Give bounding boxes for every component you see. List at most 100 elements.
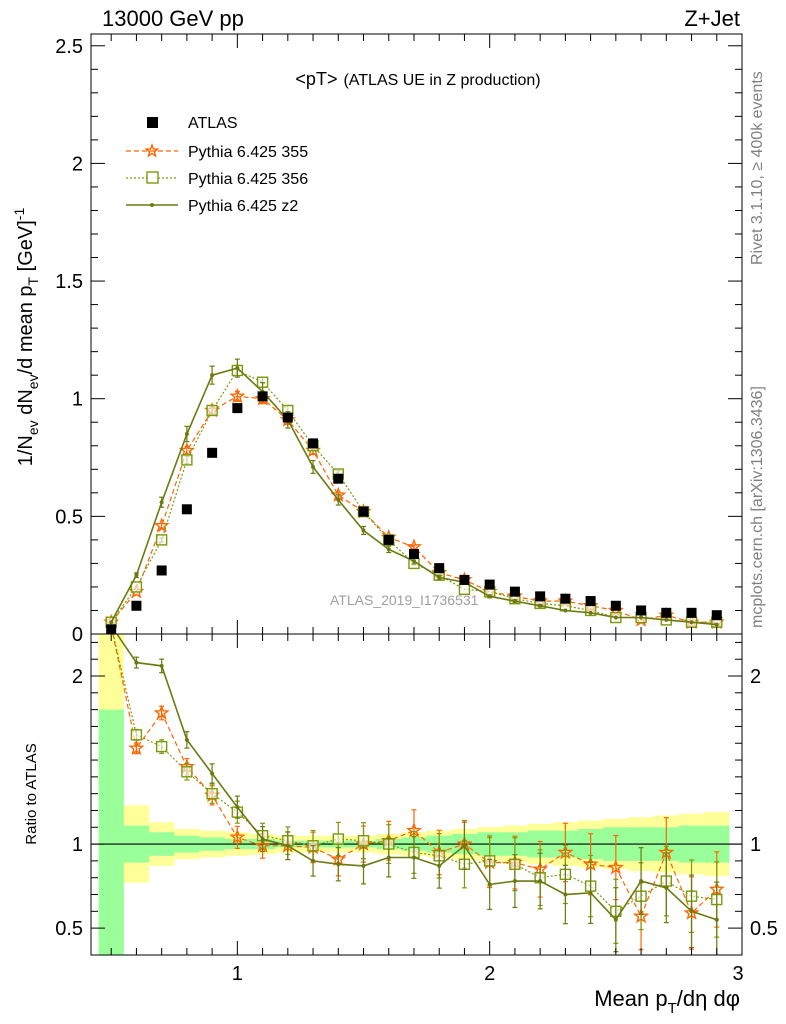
main-series-3-point bbox=[361, 528, 366, 533]
atlas-data-point bbox=[686, 607, 697, 618]
main-y-tick-label: 0 bbox=[72, 624, 83, 646]
ratio-series-2-point bbox=[538, 879, 543, 884]
plot-title: <pT> (ATLAS UE in Z production) bbox=[295, 69, 540, 89]
atlas-data-point bbox=[459, 574, 470, 585]
watermark-label: ATLAS_2019_I1736531 bbox=[330, 592, 479, 608]
ratio-x-axis-label: Mean pT/dη dφ bbox=[594, 986, 740, 1017]
main-y-tick-label: 0.5 bbox=[55, 506, 83, 528]
main-series-1-point bbox=[229, 387, 246, 404]
legend-356-label: Pythia 6.425 356 bbox=[188, 171, 308, 188]
ratio-series-2-point bbox=[437, 863, 442, 868]
ratio-series-2-point bbox=[714, 917, 719, 922]
ratio-series-2-point bbox=[134, 660, 139, 665]
atlas-data-point bbox=[181, 504, 192, 515]
main-series-3-point bbox=[714, 622, 719, 627]
main-y-tick-label: 2 bbox=[72, 153, 83, 175]
ratio-series-2-point bbox=[386, 855, 391, 860]
atlas-data-point bbox=[257, 391, 268, 402]
main-series-3-point bbox=[538, 603, 543, 608]
atlas-data-point bbox=[636, 605, 647, 616]
atlas-data-point bbox=[131, 600, 142, 611]
main-y-tick-label: 1 bbox=[72, 389, 83, 411]
ratio-series-2-point bbox=[235, 805, 240, 810]
main-series-3-point bbox=[437, 575, 442, 580]
ratio-series-2-point bbox=[613, 917, 618, 922]
ratio-series-2-point bbox=[336, 862, 341, 867]
legend-atlas-label: ATLAS bbox=[188, 115, 238, 132]
main-series-2-point bbox=[181, 454, 193, 466]
ratio-y-tick-label-right: 2 bbox=[750, 666, 761, 688]
main-series-3-point bbox=[512, 599, 517, 604]
legend-355-star bbox=[144, 143, 160, 158]
ratio-series-1-point bbox=[332, 833, 344, 845]
atlas-data-point bbox=[358, 506, 369, 517]
main-series-3-point bbox=[613, 615, 618, 620]
ratio-series-2-point bbox=[639, 879, 644, 884]
atlas-data-point bbox=[408, 549, 419, 559]
ratio-series-1-point bbox=[206, 787, 218, 800]
legend: ATLAS Pythia 6.425 355 Pythia 6.425 356 … bbox=[126, 115, 308, 215]
ratio-series-2-point bbox=[563, 892, 568, 897]
atlas-data-point bbox=[156, 565, 167, 576]
ratio-y-axis-label: Ratio to ATLAS bbox=[23, 743, 40, 844]
ratio-series-2-point bbox=[311, 858, 316, 863]
ratio-series-2-point bbox=[512, 879, 517, 884]
main-y-axis-label: 1/Nev dNev/d mean pT [GeV]-1 bbox=[11, 208, 41, 467]
ratio-y-tick-label: 2 bbox=[72, 666, 83, 688]
header-left-label: 13000 GeV pp bbox=[102, 6, 244, 31]
atlas-data-point bbox=[560, 593, 571, 604]
rivet-version-label: Rivet 3.1.10, ≥ 400k events bbox=[749, 71, 766, 265]
ratio-y-tick-label-right: 0.5 bbox=[750, 918, 778, 940]
ratio-series-2-point bbox=[689, 909, 694, 914]
main-series-3-point bbox=[210, 373, 215, 378]
main-series-3-point bbox=[487, 594, 492, 599]
ratio-series-2-point bbox=[462, 843, 467, 848]
plot-title-main: <pT> bbox=[295, 69, 337, 89]
ratio-series-2-point bbox=[411, 855, 416, 860]
ratio-y-tick-label: 1 bbox=[72, 834, 83, 856]
mcplots-label: mcplots.cern.ch [arXiv:1306.3436] bbox=[749, 386, 766, 628]
ratio-y-tick-label: 0.5 bbox=[55, 918, 83, 940]
atlas-data-point bbox=[661, 607, 672, 618]
legend-z2-dot bbox=[150, 203, 154, 207]
main-series-3-point bbox=[588, 610, 593, 615]
ratio-series-1-point bbox=[155, 740, 168, 753]
ratio-series-2-point bbox=[159, 663, 164, 668]
ratio-x-tick-label: 2 bbox=[484, 963, 495, 985]
atlas-data-point bbox=[434, 563, 445, 574]
atlas-data-point bbox=[585, 596, 596, 607]
ratio-series-2-point bbox=[361, 863, 366, 868]
atlas-data-point bbox=[232, 403, 243, 414]
main-series-3-line bbox=[110, 367, 717, 626]
ratio-series-0-point bbox=[128, 739, 145, 756]
main-series-3-point bbox=[664, 617, 669, 622]
main-plot-panel: 0 0.5 1 1.5 2 2.5 ATLAS_2019_I1736531 <pT> (AT… bbox=[11, 33, 743, 646]
ratio-uncertainty-band-green bbox=[98, 709, 730, 955]
main-series-2-point bbox=[155, 534, 168, 546]
atlas-data-point bbox=[308, 438, 319, 449]
main-series-3-point bbox=[109, 620, 114, 625]
legend-356-square bbox=[146, 171, 159, 184]
ratio-series-1-point bbox=[130, 729, 143, 741]
ratio-series-0-point bbox=[607, 859, 624, 875]
ratio-series-2-point bbox=[285, 843, 290, 848]
ratio-plot-frame bbox=[90, 633, 743, 956]
atlas-data-point bbox=[333, 473, 344, 484]
main-series-3-point bbox=[689, 620, 694, 625]
ratio-series-0-point bbox=[229, 828, 246, 845]
ratio-series-0-point bbox=[153, 704, 170, 720]
main-y-tick-label: 1.5 bbox=[55, 271, 83, 293]
main-series-3-point bbox=[336, 497, 341, 502]
atlas-data-point bbox=[711, 610, 722, 621]
main-series-3-point bbox=[563, 608, 568, 613]
legend-z2-label: Pythia 6.425 z2 bbox=[188, 198, 298, 215]
ratio-plot-panel: 0.5 0.5 1 1 2 2 1 2 3 Ratio to ATLAS Mean pT/dη … bbox=[23, 633, 778, 1017]
ratio-series-2-point bbox=[487, 882, 492, 887]
header-right-label: Z+Jet bbox=[684, 6, 740, 31]
main-series-3-point bbox=[235, 366, 240, 371]
atlas-data-point bbox=[383, 534, 394, 545]
ratio-y-tick-label-right: 1 bbox=[750, 834, 761, 856]
plot-title-sub: (ATLAS UE in Z production) bbox=[343, 72, 540, 89]
ratio-series-2-point bbox=[664, 885, 669, 890]
atlas-data-point bbox=[535, 591, 546, 602]
